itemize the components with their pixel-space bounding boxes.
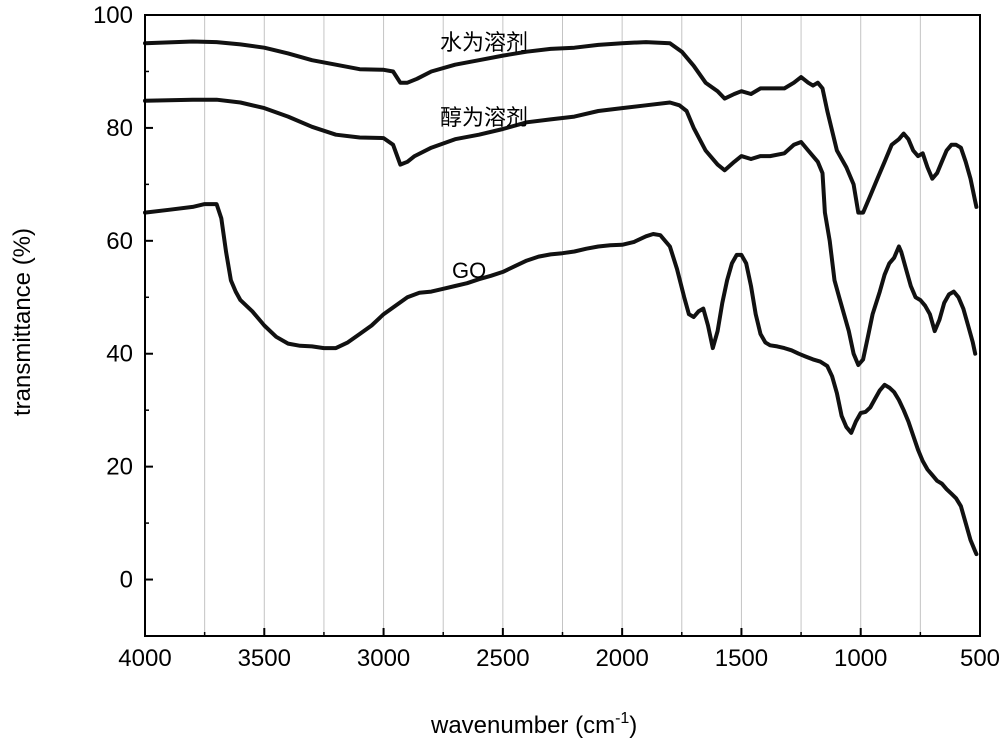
annotation-alcohol-solvent: 醇为溶剂 [440, 105, 528, 130]
x-axis-title-close: ) [629, 712, 637, 739]
y-tick-label: 80 [106, 115, 133, 142]
annotation-go: GO [452, 258, 486, 283]
x-tick-label: 3500 [238, 645, 291, 672]
x-tick-label: 500 [960, 645, 1000, 672]
x-axis-title-main: wavenumber (cm [430, 712, 615, 739]
x-axis-title: wavenumber (cm-1) [430, 710, 637, 739]
x-tick-label: 2500 [476, 645, 529, 672]
x-tick-label: 1500 [715, 645, 768, 672]
x-tick-label: 3000 [357, 645, 410, 672]
y-tick-label: 60 [106, 228, 133, 255]
x-tick-label: 4000 [118, 645, 171, 672]
y-axis-title: transmittance (%) [9, 228, 36, 416]
x-tick-label: 2000 [595, 645, 648, 672]
x-tick-label: 1000 [834, 645, 887, 672]
series-line-1 [145, 42, 976, 213]
grid-lines [205, 15, 921, 636]
series-line-3 [145, 204, 976, 554]
x-axis-title-superscript: -1 [615, 710, 629, 727]
annotation-water-solvent: 水为溶剂 [440, 30, 528, 55]
y-tick-label: 100 [93, 2, 133, 29]
y-tick-label: 0 [120, 567, 133, 594]
y-tick-label: 40 [106, 341, 133, 368]
y-tick-label: 20 [106, 454, 133, 481]
series-line-2 [145, 100, 975, 365]
series-group [145, 42, 976, 555]
